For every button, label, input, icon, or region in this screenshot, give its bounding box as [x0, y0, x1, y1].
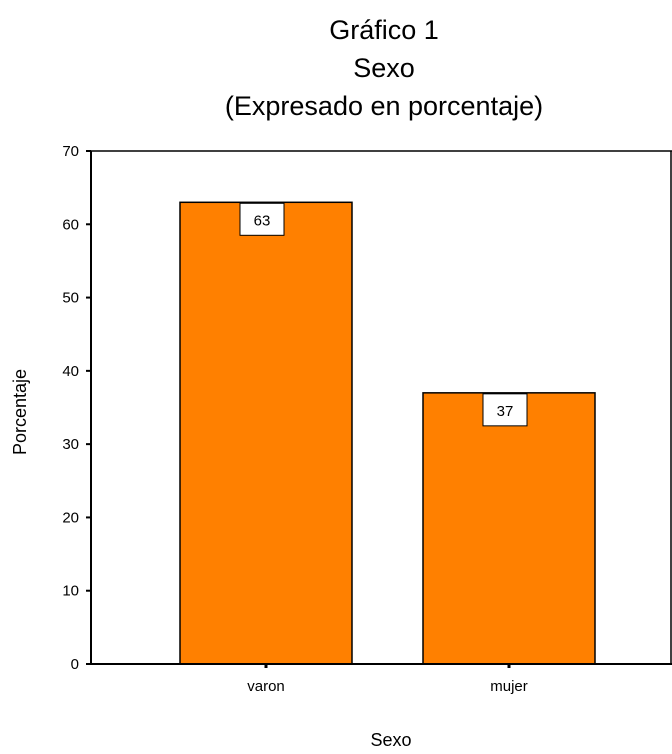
data-label-mujer: 37 [497, 403, 514, 420]
y-axis-title: Porcentaje [10, 369, 30, 455]
y-tick-label-0: 0 [71, 656, 79, 673]
y-tick-label-60: 60 [62, 216, 79, 233]
y-tick-label-20: 20 [62, 509, 79, 526]
y-tick-label-30: 30 [62, 436, 79, 453]
axes: varon mujer [90, 150, 672, 695]
data-label-box-mujer [482, 393, 528, 427]
y-tick-label-10: 10 [62, 583, 79, 600]
data-label-box-varon [239, 202, 285, 236]
bar-varon [179, 201, 353, 665]
chart-title-line-2: Sexo [353, 53, 415, 83]
y-tick-label-40: 40 [62, 363, 79, 380]
chart-title-line-3: (Expresado en porcentaje) [224, 91, 544, 121]
bars: 63 37 [179, 201, 596, 665]
chart-title-line-1: Gráfico 1 [329, 15, 439, 45]
bar-mujer [422, 392, 596, 665]
x-axis-title: Sexo [370, 730, 411, 750]
y-axis-ticks: 0 10 20 30 40 50 60 70 [62, 143, 91, 673]
y-tick-label-50: 50 [62, 290, 79, 307]
x-tick-label-mujer: mujer [490, 678, 528, 695]
data-label-varon: 63 [254, 212, 271, 229]
y-tick-label-70: 70 [62, 143, 79, 160]
x-tick-label-varon: varon [247, 678, 285, 695]
